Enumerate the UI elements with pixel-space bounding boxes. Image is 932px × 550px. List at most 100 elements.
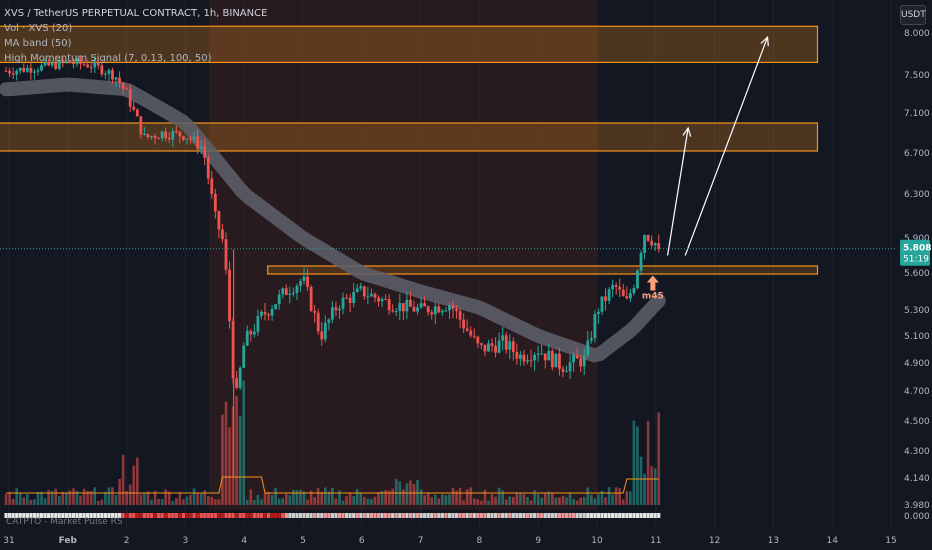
projection-arrow-1: [684, 36, 769, 256]
ribbon-cell: [557, 513, 562, 518]
volume-bar: [18, 493, 22, 505]
market-pulse-indicator-label[interactable]: CATPTO - Market Pulse RS: [6, 517, 123, 527]
candle-body: [235, 378, 239, 388]
volume-bar: [178, 492, 182, 505]
volume-bar: [43, 498, 47, 505]
volume-bar: [416, 479, 419, 505]
candle-body: [497, 340, 501, 353]
candle-body: [178, 131, 182, 137]
candle-body: [125, 88, 129, 90]
volume-bar: [309, 490, 313, 505]
candle-body: [167, 138, 171, 140]
ribbon-cell: [82, 513, 86, 518]
volume-bar: [529, 500, 533, 505]
y-tick-label: 3.980: [904, 501, 930, 511]
candle-body: [160, 131, 164, 139]
candle-body: [639, 252, 643, 271]
volume-bar: [253, 500, 256, 505]
ribbon-cell: [57, 513, 61, 518]
ribbon-cell: [518, 513, 523, 518]
x-tick-label: 9: [535, 536, 541, 546]
candle-body: [40, 65, 43, 71]
ribbon-cell: [447, 513, 452, 518]
symbol-title[interactable]: XVS / TetherUS PERPETUAL CONTRACT, 1h, B…: [4, 8, 268, 19]
y-tick-label: 4.300: [904, 447, 930, 457]
projection-arrows: [666, 35, 769, 256]
ribbon-cell: [277, 513, 281, 518]
volume-bar: [292, 489, 295, 505]
candle-body: [256, 315, 260, 332]
ma-band-indicator-label[interactable]: MA band (50): [4, 38, 72, 49]
candle-body: [540, 353, 544, 355]
time-axis[interactable]: 31 Feb 2 3 4 5 6 7 8 9 10 11 12 13 14 15: [3, 536, 896, 546]
ribbon-cell: [575, 513, 579, 518]
ribbon-cell: [483, 513, 487, 518]
volume-bar: [636, 426, 639, 505]
candle-body: [547, 350, 551, 361]
candle-body: [554, 353, 558, 368]
ribbon-cell: [603, 513, 608, 518]
ribbon-cell: [231, 513, 235, 518]
ribbon-cell: [380, 513, 384, 518]
ribbon-cell: [327, 513, 331, 518]
candle-body: [260, 311, 263, 316]
candle-body: [263, 311, 267, 315]
candle-body: [362, 286, 366, 297]
volume-bar: [554, 497, 558, 505]
candle-body: [643, 235, 646, 253]
y-tick-label: 4.140: [904, 474, 930, 484]
ribbon-cell: [295, 513, 299, 518]
candle-body: [29, 68, 33, 73]
candle-body: [490, 343, 494, 346]
ribbon-cell: [369, 513, 374, 518]
candle-body: [238, 367, 242, 388]
price-axis[interactable]: 8.000 7.500 7.100 6.700 6.300 5.900 5.600 5.300…: [904, 29, 930, 522]
ribbon-cell: [22, 513, 26, 518]
ribbon-cell: [337, 513, 342, 518]
volume-bar: [345, 496, 348, 505]
ribbon-cell: [29, 513, 33, 518]
ribbon-cell: [614, 513, 618, 518]
volume-bar: [462, 500, 465, 505]
candle-body: [291, 292, 295, 294]
volume-bar: [189, 494, 192, 505]
ribbon-cell: [344, 513, 349, 518]
candle-body: [621, 289, 625, 297]
candle-body: [451, 305, 455, 309]
ribbon-cell: [628, 513, 632, 518]
volume-bar: [185, 496, 189, 505]
volume-bar: [433, 494, 437, 505]
y-tick-label: 5.600: [904, 269, 930, 279]
currency-button[interactable]: USDT: [900, 5, 926, 25]
ribbon-cell: [142, 513, 146, 518]
candle-body: [316, 312, 320, 332]
volume-bar: [352, 496, 355, 505]
candle-body: [68, 61, 72, 64]
volume-bar: [632, 420, 636, 505]
volume-bar: [47, 489, 50, 505]
volume-bar: [125, 491, 128, 505]
candle-body: [309, 286, 313, 311]
ribbon-cell: [171, 513, 175, 518]
ribbon-cell: [259, 513, 264, 518]
candle-body: [43, 61, 47, 66]
volume-bar: [653, 468, 657, 505]
volume-bar: [558, 497, 561, 505]
ribbon-cell: [36, 513, 40, 518]
current-price-value: 5.808: [903, 244, 931, 254]
candle-body: [174, 131, 178, 133]
volume-indicator-label[interactable]: Vol · XVS (20): [4, 23, 73, 34]
candle-body: [526, 360, 529, 362]
momentum-indicator-label[interactable]: High Momentum Signal (7, 0.13, 100, 50): [4, 53, 212, 64]
ribbon-cell: [415, 513, 420, 518]
candle-body: [96, 61, 100, 66]
candle-body: [206, 157, 210, 179]
volume-bar: [458, 487, 462, 505]
x-tick-label: 6: [359, 536, 365, 546]
ribbon-cell: [536, 513, 540, 518]
candle-body: [33, 71, 36, 73]
candle-body: [103, 73, 107, 75]
candle-body: [394, 311, 398, 313]
candle-body: [597, 311, 600, 314]
